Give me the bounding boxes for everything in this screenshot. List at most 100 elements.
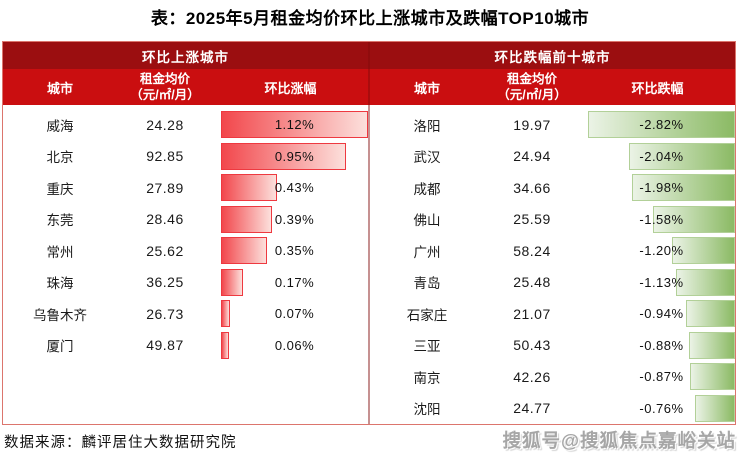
rising-rows: 威海 24.28 1.12% 北京 92.85 0.95% 重庆 27.89 0.43% 东莞 28… (3, 107, 368, 426)
page-title: 表：2025年5月租金均价环比上涨城市及跌幅TOP10城市 (150, 9, 590, 28)
bar-track: 0.07% (221, 300, 368, 328)
pct-label: -2.82% (639, 117, 684, 133)
pct-label: 0.39% (274, 211, 315, 227)
price-cell: 36.25 (146, 274, 184, 291)
table-row: 常州 25.62 0.35% (3, 235, 368, 267)
fall-bar (689, 331, 735, 359)
bar-track: -2.04% (588, 142, 735, 170)
bar-track: -1.98% (588, 174, 735, 202)
price-cell: 28.46 (146, 211, 184, 228)
table-row: 三亚 50.43 -0.88% (370, 330, 735, 362)
bar-track: -0.94% (588, 300, 735, 328)
pct-label: -0.76% (639, 400, 684, 416)
price-cell: 21.07 (513, 305, 551, 322)
city-cell: 成都 (413, 181, 441, 197)
col-header-price-line1: 租金均价 (139, 71, 190, 86)
pct-label: 0.43% (274, 180, 315, 196)
fall-bar (631, 174, 735, 202)
group-header-row: 环比上涨城市 环比跌幅前十城市 (3, 42, 735, 69)
pct-label: 0.07% (274, 306, 315, 322)
pct-label: 0.95% (274, 148, 315, 164)
city-cell: 常州 (46, 244, 74, 260)
pct-label: 0.17% (274, 274, 315, 290)
table-row: 武汉 24.94 -2.04% (370, 141, 735, 173)
fall-bar (689, 363, 735, 391)
table-row: 广州 58.24 -1.20% (370, 235, 735, 267)
city-cell: 武汉 (413, 150, 441, 166)
rise-bar (221, 174, 278, 202)
rise-bar (221, 205, 273, 233)
price-cell: 34.66 (513, 179, 551, 196)
city-cell: 东莞 (46, 213, 74, 229)
table-row: 佛山 25.59 -1.58% (370, 204, 735, 236)
fall-bar (588, 111, 735, 139)
city-cell: 石家庄 (406, 307, 448, 323)
bar-track: 0.43% (221, 174, 368, 202)
rise-bar (221, 268, 244, 296)
city-cell: 厦门 (46, 339, 74, 355)
col-header-price-right: 租金均价 （元/㎡/月） (484, 71, 580, 104)
bar-track: 0.35% (221, 237, 368, 265)
table-row: 乌鲁木齐 26.73 0.07% (3, 298, 368, 330)
bar-track: -1.20% (588, 237, 735, 265)
price-cell: 49.87 (146, 337, 184, 354)
city-cell: 三亚 (413, 339, 441, 355)
col-header-price-line2: （元/㎡/月） (497, 88, 567, 102)
bar-track: 0.95% (221, 142, 368, 170)
bar-track: -0.88% (588, 331, 735, 359)
table-row: 成都 34.66 -1.98% (370, 172, 735, 204)
col-header-price-left: 租金均价 （元/㎡/月） (117, 71, 213, 104)
fall-bar (676, 268, 735, 296)
city-cell: 洛阳 (413, 118, 441, 134)
city-cell: 重庆 (46, 181, 74, 197)
price-cell: 42.26 (513, 368, 551, 385)
column-headers-falling: 城市 租金均价 （元/㎡/月） 环比跌幅 (370, 69, 735, 105)
col-header-city-right: 城市 (413, 80, 440, 96)
price-cell: 25.59 (513, 211, 551, 228)
bar-track: -0.87% (588, 363, 735, 391)
table-row: 厦门 49.87 0.06% (3, 330, 368, 362)
table-row: 石家庄 21.07 -0.94% (370, 298, 735, 330)
price-cell: 24.77 (513, 400, 551, 417)
city-cell: 威海 (46, 118, 74, 134)
rise-bar (221, 300, 231, 328)
data-source-note: 数据来源：麟评居住大数据研究院 (4, 435, 237, 451)
rent-change-table: 环比上涨城市 环比跌幅前十城市 城市 租金均价 （元/㎡/月） 环比涨幅 城市 … (2, 41, 736, 425)
city-cell: 青岛 (413, 276, 441, 292)
city-cell: 珠海 (46, 276, 74, 292)
pct-label: 0.35% (274, 243, 315, 259)
pct-label: -1.58% (639, 211, 684, 227)
city-cell: 广州 (413, 244, 441, 260)
price-cell: 26.73 (146, 305, 184, 322)
vertical-divider (368, 42, 370, 424)
bar-track: 0.06% (221, 331, 368, 359)
col-header-change-left: 环比涨幅 (264, 80, 317, 96)
rise-bar (221, 142, 346, 170)
city-cell: 北京 (46, 150, 74, 166)
pct-label: -2.04% (639, 148, 684, 164)
fall-bar (686, 300, 735, 328)
table-row: 南京 42.26 -0.87% (370, 361, 735, 393)
table-row: 东莞 28.46 0.39% (3, 204, 368, 236)
bar-track: 0.39% (221, 205, 368, 233)
city-cell: 沈阳 (413, 402, 441, 418)
pct-label: -0.94% (639, 306, 684, 322)
col-header-change-right: 环比跌幅 (631, 80, 684, 96)
table-row: 重庆 27.89 0.43% (3, 172, 368, 204)
pct-label: -1.98% (639, 180, 684, 196)
pct-label: 1.12% (274, 117, 315, 133)
group-header-rising: 环比上涨城市 (142, 49, 229, 65)
fall-bar (695, 394, 735, 422)
bar-track: -1.58% (588, 205, 735, 233)
fall-bar (672, 237, 735, 265)
city-cell: 乌鲁木齐 (33, 307, 87, 323)
pct-label: -0.87% (639, 369, 684, 385)
column-header-row: 城市 租金均价 （元/㎡/月） 环比涨幅 城市 租金均价 （元/㎡/月） 环比跌… (3, 69, 735, 107)
price-cell: 24.28 (146, 116, 184, 133)
watermark-text: 搜狐号@搜狐焦点嘉峪关站 (502, 430, 736, 451)
price-cell: 24.94 (513, 148, 551, 165)
pct-label: -1.13% (639, 274, 684, 290)
bar-track: -0.76% (588, 394, 735, 422)
bar-track: 0.17% (221, 268, 368, 296)
falling-rows: 洛阳 19.97 -2.82% 武汉 24.94 -2.04% 成都 34.66 -1.98% 佛… (370, 107, 735, 426)
